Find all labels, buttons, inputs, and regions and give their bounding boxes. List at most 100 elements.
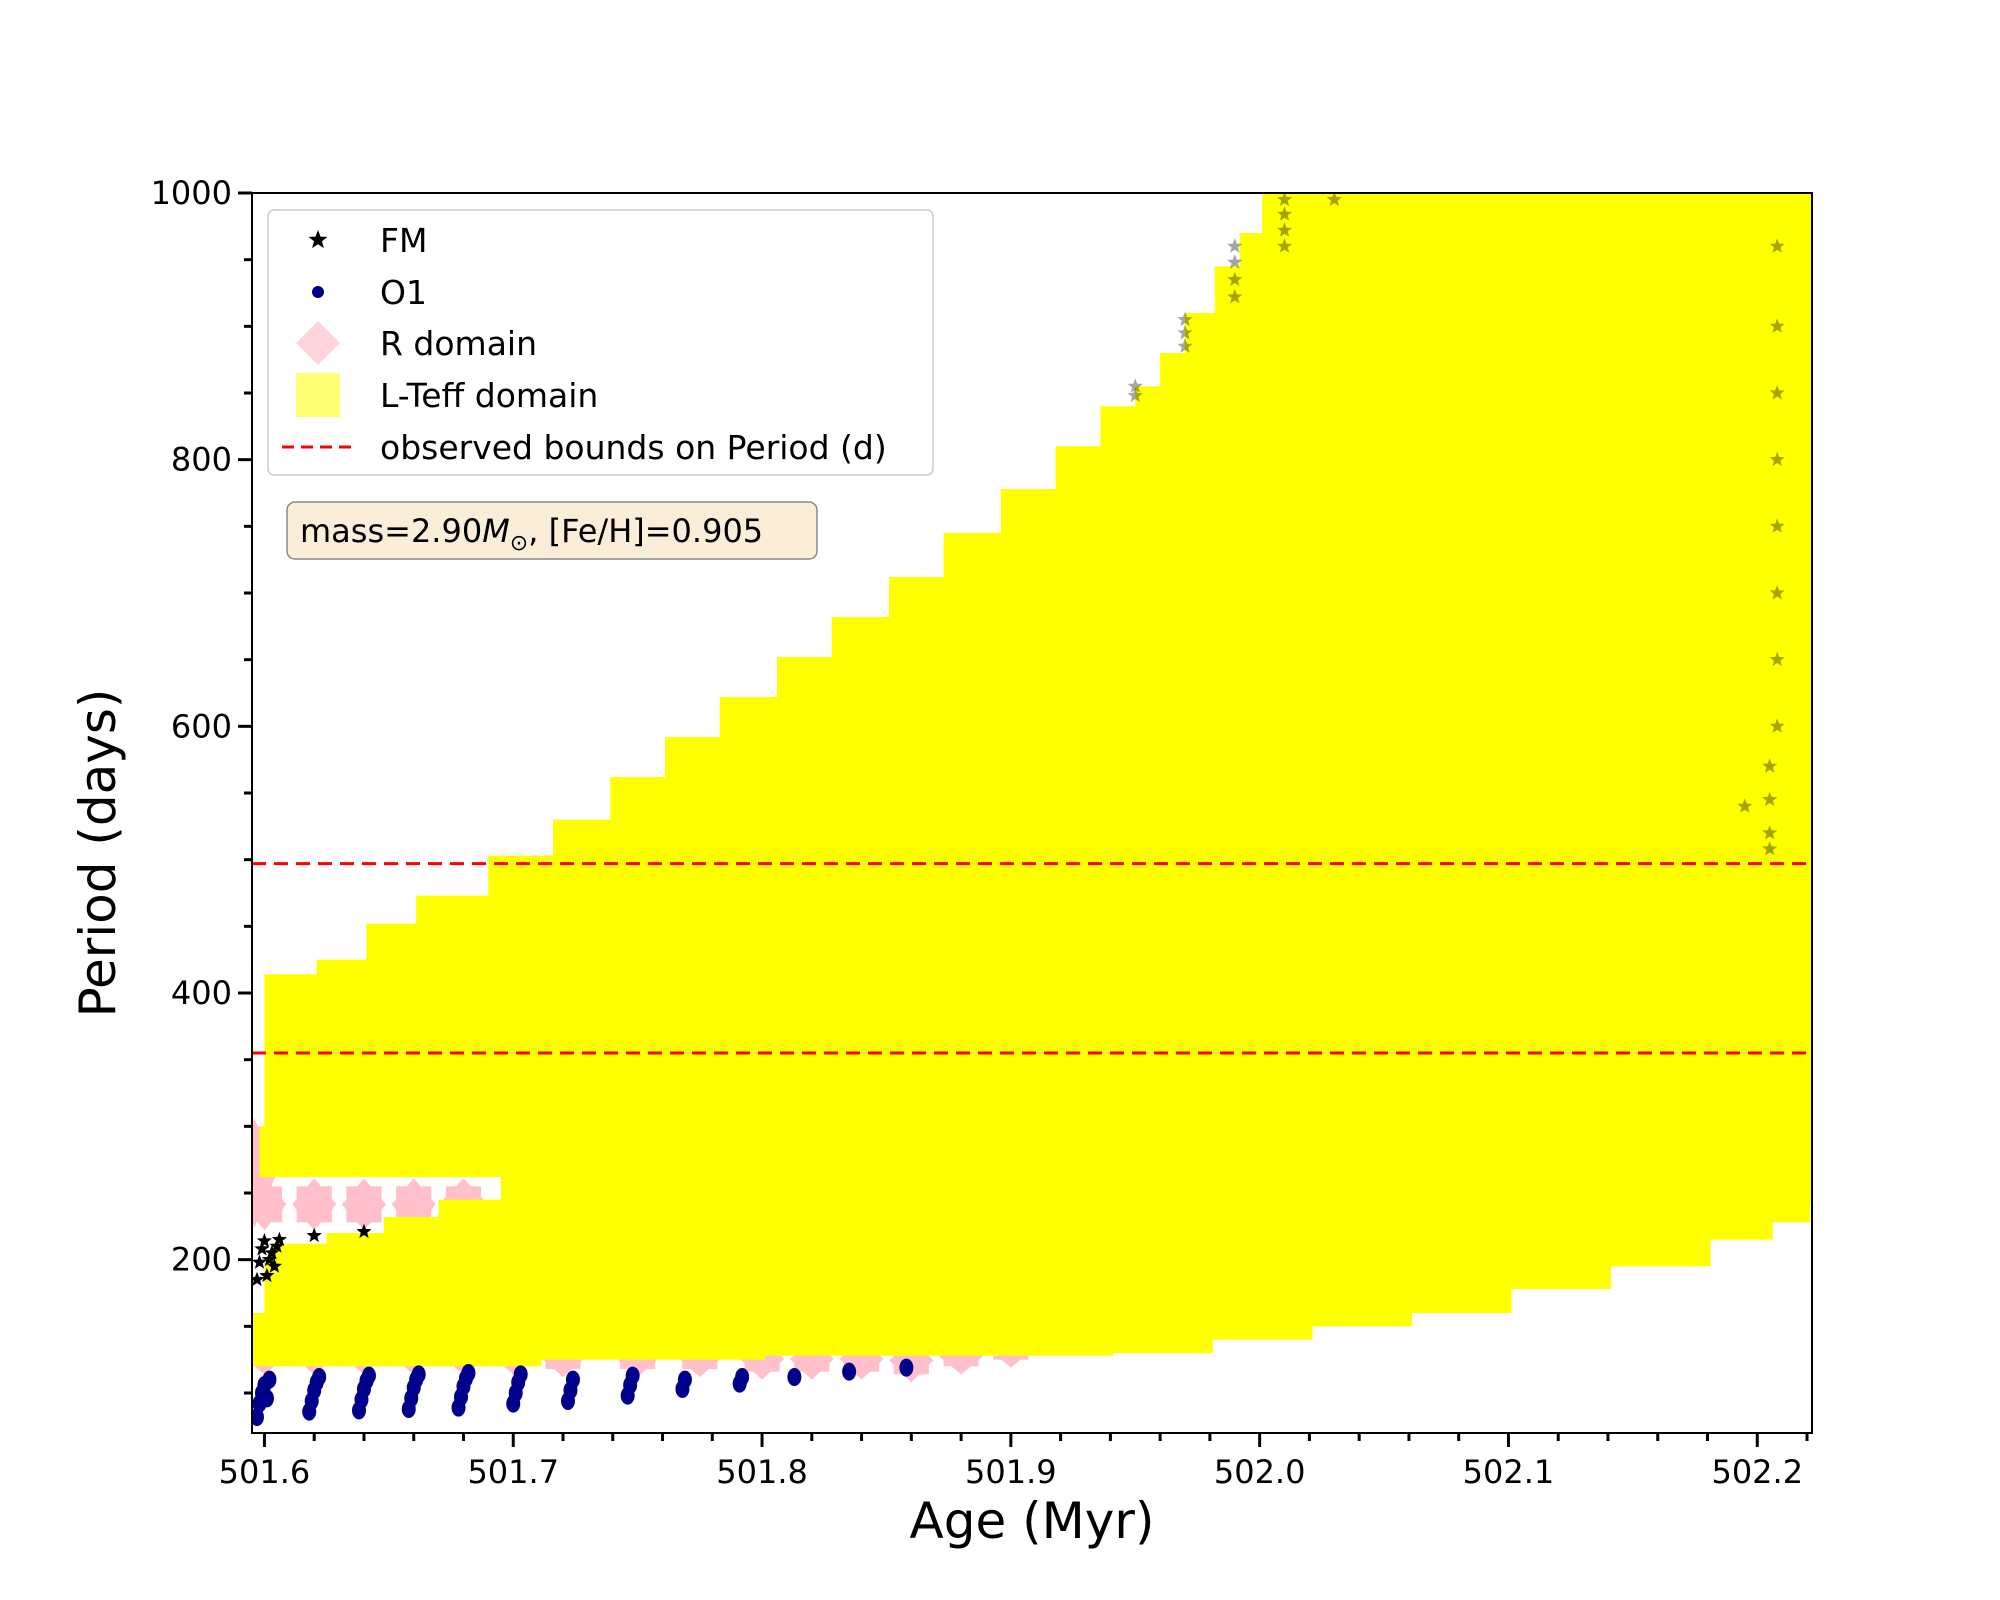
fm-point: [1276, 206, 1293, 221]
legend-label: R domain: [380, 324, 537, 363]
upper-domain-marker: [943, 533, 1002, 1177]
lower-domain-marker: [637, 1177, 766, 1360]
legend-label: O1: [380, 273, 427, 312]
lower-domain-marker: [1209, 1177, 1313, 1340]
r-domain-marker: [252, 1186, 283, 1223]
upper-domain-marker: [264, 974, 318, 1177]
annotation-box: [286, 501, 818, 560]
o1-point: [842, 1362, 857, 1381]
fm-point: [266, 1258, 282, 1273]
upper-domain-marker: [719, 697, 778, 1177]
annotation-prefix: mass=2.90: [300, 512, 482, 550]
lower-domain-marker: [1110, 1177, 1213, 1353]
upper-domain-marker: [1055, 446, 1101, 1177]
annotation-suffix: , [Fe/H]=0.905: [528, 512, 763, 550]
upper-domain-marker: [553, 819, 611, 1177]
y-tick-label: 400: [171, 974, 232, 1012]
fm-point: [1762, 791, 1778, 807]
legend-entry: O1: [312, 273, 427, 312]
fm-point: [1326, 193, 1342, 207]
fm-point: [1769, 718, 1785, 733]
upper-domain-marker: [1209, 313, 1218, 1177]
legend: FM O1 R domain L-Teff domain observed bounds…: [267, 209, 934, 476]
lower-domain-marker: [383, 1217, 430, 1367]
fm-point: [1769, 518, 1785, 533]
o1-point: [513, 1365, 528, 1384]
upper-domain-marker: [776, 657, 833, 1177]
legend-entry: R domain: [296, 321, 537, 365]
upper-domain-group: [259, 193, 1812, 1177]
r-domain-marker: [296, 1186, 332, 1223]
fm-point: [1177, 311, 1193, 327]
x-tick-label: 501.7: [467, 1453, 559, 1491]
plot-frame: [251, 192, 1813, 1434]
y-axis-label: Period (days): [69, 689, 127, 1018]
upper-domain-marker: [610, 777, 666, 1177]
legend-entries: FM O1 R domain L-Teff domain observed bounds…: [282, 221, 887, 467]
lower-domain-marker: [314, 1243, 330, 1367]
lower-domain-marker: [271, 1243, 318, 1367]
upper-domain-marker: [1130, 406, 1139, 1177]
upper-domain-marker: [831, 617, 890, 1177]
lower-domain-marker: [252, 1313, 268, 1367]
fm-point: [1227, 271, 1243, 287]
x-tick-label: 502.0: [1214, 1453, 1306, 1491]
legend-entry: observed bounds on Period (d): [282, 428, 887, 467]
upper-domain-marker: [1807, 193, 1812, 1177]
fm-point: [1762, 825, 1778, 840]
legend-diamond-icon: [296, 321, 340, 365]
fm-point: [1227, 238, 1243, 253]
lower-domain-marker: [886, 1177, 1014, 1356]
legend-entry: L-Teff domain: [296, 373, 598, 417]
fm-point: [261, 1251, 277, 1267]
y-tick-label: 600: [171, 707, 232, 745]
upper-domain-marker: [1160, 353, 1184, 1177]
legend-label: observed bounds on Period (d): [380, 428, 887, 467]
o1-group: [252, 1358, 914, 1426]
o1-point: [252, 1408, 264, 1426]
o1-point: [735, 1368, 750, 1386]
upper-domain-marker: [259, 1126, 268, 1177]
parameter-annotation: mass=2.90M⊙, [Fe/H]=0.905: [286, 501, 818, 560]
fm-point: [1127, 387, 1143, 403]
r-domain-marker: [346, 1186, 382, 1223]
fm-point: [1276, 193, 1293, 207]
legend-entry: FM: [308, 221, 427, 260]
x-tick-label: 502.1: [1463, 1453, 1555, 1491]
fm-point: [271, 1231, 287, 1247]
lower-domain-marker: [538, 1177, 641, 1360]
o1-point: [262, 1370, 277, 1389]
x-axis: 501.6 501.7 501.8 501.9 502.0 502.1 502.2: [219, 1433, 1809, 1491]
legend-star-icon: [308, 230, 328, 249]
upper-domain-marker: [416, 895, 467, 1177]
upper-domain-marker: [1000, 489, 1057, 1177]
lower-domain-marker: [500, 1177, 542, 1367]
o1-point: [361, 1366, 376, 1385]
fm-point: [1276, 222, 1293, 237]
o1-point: [899, 1358, 914, 1377]
fm-point: [1177, 338, 1193, 353]
r-domain-marker: [396, 1186, 432, 1223]
fm-point: [264, 1245, 280, 1260]
annotation-sun-subscript: ⊙: [510, 531, 528, 556]
y-tick-label: 200: [171, 1241, 232, 1279]
x-tick-label: 501.8: [716, 1453, 808, 1491]
x-tick-label: 502.2: [1711, 1453, 1803, 1491]
fm-point: [1762, 758, 1778, 773]
fm-point: [252, 1271, 265, 1287]
y-tick-label: 800: [171, 441, 232, 479]
fm-group: [252, 193, 1785, 1287]
lower-domain-marker: [326, 1233, 367, 1367]
upper-domain-marker: [463, 895, 492, 1177]
legend-label: L-Teff domain: [380, 376, 598, 415]
o1-point: [787, 1368, 802, 1386]
o1-point: [259, 1389, 274, 1408]
fm-point: [1276, 238, 1293, 253]
fm-point: [1769, 451, 1785, 467]
fm-point: [259, 1267, 275, 1283]
y-tick-label: 1000: [151, 174, 232, 212]
plot-marks: [252, 193, 1812, 1426]
lower-domain-marker: [1408, 1177, 1512, 1313]
fm-point: [254, 1241, 270, 1256]
